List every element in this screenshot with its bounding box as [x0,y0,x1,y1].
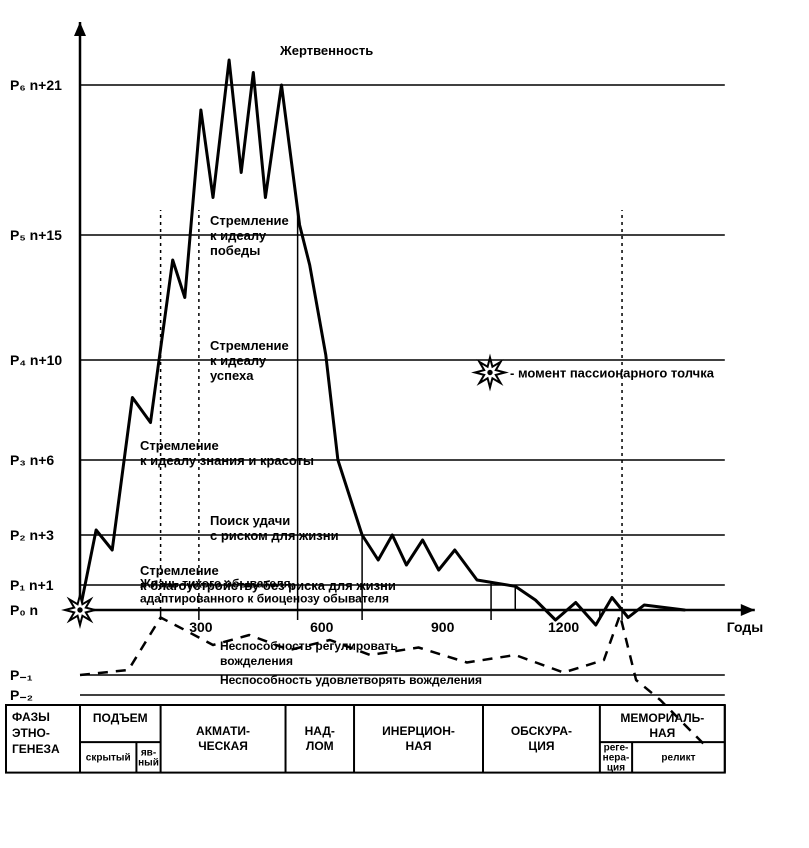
ylabel-P5: P₅ n+15 [10,227,62,243]
xtick-900: 900 [431,619,455,635]
svg-text:ОБСКУРА-: ОБСКУРА- [511,724,572,738]
ylabel-Pm2: P₋₂ [10,687,33,703]
svg-text:ЦИЯ: ЦИЯ [528,739,554,753]
svg-text:победы: победы [210,243,260,258]
ylabel-P3: P₃ n+6 [10,452,54,468]
svg-text:Поиск удачи: Поиск удачи [210,513,290,528]
xtick-600: 600 [310,619,334,635]
svg-text:к идеалу: к идеалу [210,228,267,243]
ylabel-P1: P₁ n+1 [10,577,54,593]
svg-text:скрытый: скрытый [86,752,131,763]
svg-text:ЭТНО-: ЭТНО- [12,726,50,740]
svg-text:Жертвенность: Жертвенность [279,43,373,58]
svg-text:Стремление: Стремление [210,213,289,228]
ylabel-P4: P₄ n+10 [10,352,62,368]
ylabel-P6: P₆ n+21 [10,77,62,93]
svg-text:АКМАТИ-: АКМАТИ- [196,724,250,738]
xtick-1200: 1200 [548,619,579,635]
ylabel-Pm1: P₋₁ [10,667,33,683]
svg-text:ИНЕРЦИОН-: ИНЕРЦИОН- [382,724,455,738]
svg-text:реликт: реликт [661,752,695,763]
svg-text:Стремление: Стремление [210,338,289,353]
svg-text:Стремление: Стремление [140,438,219,453]
svg-text:Неспособность регулировать: Неспособность регулировать [220,639,398,653]
svg-text:НАД-: НАД- [305,724,335,738]
ylabel-P2: P₂ n+3 [10,527,54,543]
svg-text:к идеалу: к идеалу [210,353,267,368]
svg-text:адаптированного к биоценозу об: адаптированного к биоценозу обывателя [140,592,389,606]
x-axis-label: Годы [727,619,763,635]
svg-text:к идеалу знания и красоты: к идеалу знания и красоты [140,453,314,468]
svg-text:ПОДЪЕМ: ПОДЪЕМ [93,711,148,725]
svg-text:ЧЕСКАЯ: ЧЕСКАЯ [198,739,248,753]
svg-text:Неспособность удовлетворять во: Неспособность удовлетворять вожделения [220,673,482,687]
xtick-300: 300 [189,619,213,635]
svg-text:вожделения: вожделения [220,654,293,668]
svg-text:ГЕНЕЗА: ГЕНЕЗА [12,742,60,756]
svg-text:ция: ция [607,762,625,773]
ylabel-P0: P₀ n [10,602,38,618]
svg-text:МЕМОРИАЛЬ-: МЕМОРИАЛЬ- [620,711,704,725]
svg-text:успеха: успеха [210,368,254,383]
svg-text:ФАЗЫ: ФАЗЫ [12,710,50,724]
svg-text:НАЯ: НАЯ [649,726,675,740]
svg-text:НАЯ: НАЯ [406,739,432,753]
svg-text:ный: ный [138,757,159,768]
svg-text:ЛОМ: ЛОМ [306,739,334,753]
svg-text:Жизнь тихого обывателя,: Жизнь тихого обывателя, [139,577,294,591]
legend-text: - момент пассионарного толчка [510,366,715,381]
svg-text:с риском для жизни: с риском для жизни [210,528,339,543]
